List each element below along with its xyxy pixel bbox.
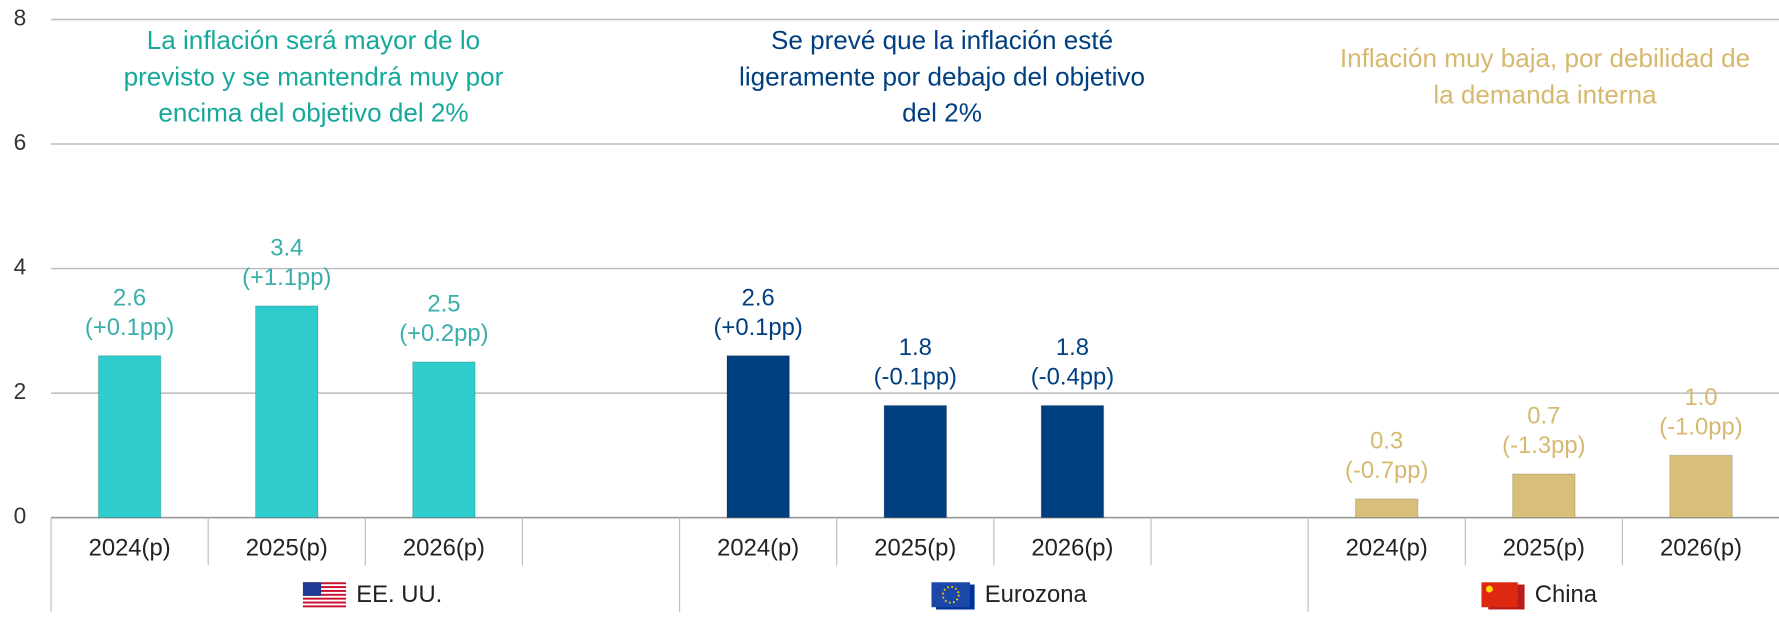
value-label: 1.8 bbox=[899, 334, 932, 361]
flag bbox=[302, 582, 347, 585]
flag bbox=[302, 586, 347, 589]
x-tick-label: 2026(p) bbox=[1031, 535, 1113, 562]
value-label: 2.6 bbox=[742, 284, 775, 311]
group-label: EE. UU. bbox=[356, 581, 442, 608]
group-label: Eurozona bbox=[985, 581, 1088, 608]
flag bbox=[302, 597, 347, 600]
annotation: del 2% bbox=[902, 98, 982, 128]
bar bbox=[97, 355, 162, 519]
flag bbox=[302, 589, 347, 592]
x-tick-label: 2024(p) bbox=[717, 535, 799, 562]
bar bbox=[1669, 454, 1733, 519]
bar bbox=[1040, 404, 1105, 519]
change-label: (-0.1pp) bbox=[874, 364, 957, 391]
y-tick-label: 6 bbox=[14, 129, 27, 155]
group-label: China bbox=[1535, 581, 1598, 608]
value-label: 0.3 bbox=[1370, 427, 1403, 454]
x-tick-label: 2025(p) bbox=[246, 535, 328, 562]
y-tick-label: 0 bbox=[14, 503, 27, 529]
y-tick-label: 4 bbox=[14, 254, 27, 280]
flag bbox=[302, 593, 347, 596]
x-tick-label: 2026(p) bbox=[1660, 535, 1742, 562]
annotation: Se prevé que la inflación esté bbox=[771, 25, 1113, 55]
x-tick-label: 2024(p) bbox=[89, 535, 171, 562]
change-label: (+0.1pp) bbox=[85, 314, 174, 341]
value-label: 1.8 bbox=[1056, 334, 1089, 361]
change-label: (+0.1pp) bbox=[713, 314, 802, 341]
change-label: (+0.2pp) bbox=[399, 320, 488, 347]
flag bbox=[1481, 582, 1518, 608]
bar bbox=[1354, 498, 1419, 519]
annotation: encima del objetivo del 2% bbox=[158, 98, 468, 128]
bar bbox=[1512, 473, 1576, 519]
flag bbox=[302, 582, 322, 596]
change-label: (-1.3pp) bbox=[1502, 432, 1585, 459]
value-label: 2.5 bbox=[427, 291, 460, 318]
flag bbox=[931, 582, 971, 608]
bar bbox=[254, 305, 319, 519]
value-label: 1.0 bbox=[1684, 384, 1717, 411]
flag bbox=[302, 605, 347, 608]
flag bbox=[941, 585, 960, 604]
annotation: la demanda interna bbox=[1433, 80, 1657, 110]
flag bbox=[1485, 585, 1493, 593]
y-tick-label: 8 bbox=[14, 5, 27, 31]
annotation: previsto y se mantendrá muy por bbox=[124, 61, 504, 91]
x-tick-label: 2025(p) bbox=[874, 535, 956, 562]
value-label: 3.4 bbox=[270, 234, 303, 261]
change-label: (-1.0pp) bbox=[1659, 413, 1742, 440]
bar bbox=[726, 355, 790, 519]
bar bbox=[883, 404, 948, 519]
change-label: (-0.7pp) bbox=[1345, 457, 1428, 484]
annotation: La inflación será mayor de lo bbox=[147, 25, 480, 55]
x-tick-label: 2024(p) bbox=[1346, 535, 1428, 562]
change-label: (+1.1pp) bbox=[242, 264, 331, 291]
flag bbox=[302, 601, 347, 604]
x-tick-label: 2026(p) bbox=[403, 535, 485, 562]
value-label: 2.6 bbox=[113, 284, 146, 311]
annotation: Inflación muy baja, por debilidad de bbox=[1340, 43, 1750, 73]
bar bbox=[412, 361, 476, 519]
annotation: ligeramente por debajo del objetivo bbox=[739, 61, 1145, 91]
y-tick-label: 2 bbox=[14, 378, 27, 404]
change-label: (-0.4pp) bbox=[1031, 364, 1114, 391]
x-tick-label: 2025(p) bbox=[1503, 535, 1585, 562]
value-label: 0.7 bbox=[1527, 403, 1560, 430]
